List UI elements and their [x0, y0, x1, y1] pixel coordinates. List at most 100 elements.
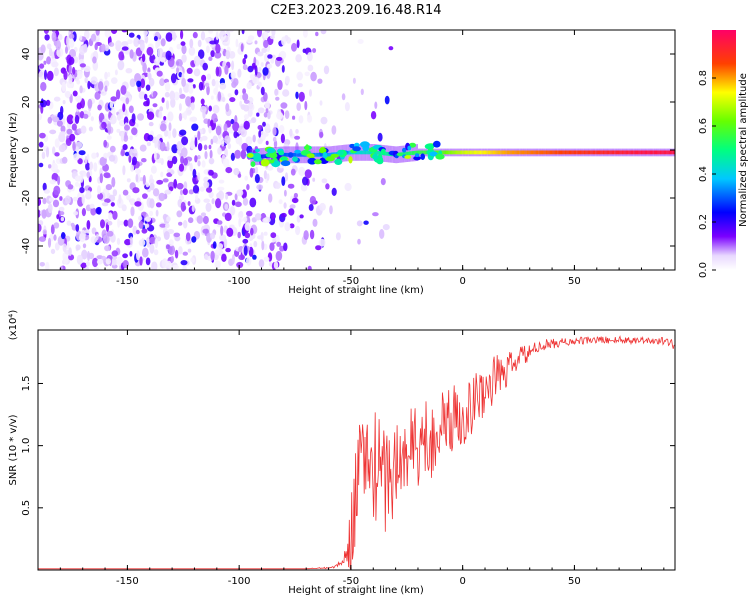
signal-core	[528, 150, 530, 155]
noise-speckle	[87, 98, 93, 109]
noise-speckle	[117, 114, 122, 121]
signal-core	[645, 150, 648, 155]
signal-core	[516, 150, 518, 155]
signal-core	[510, 150, 512, 155]
signal-core	[632, 150, 634, 155]
signal-blob	[292, 156, 298, 162]
noise-speckle	[57, 33, 63, 41]
noise-speckle	[275, 96, 280, 101]
noise-speckle	[307, 64, 314, 72]
signal-blob	[314, 159, 322, 165]
noise-speckle	[290, 168, 296, 176]
noise-speckle	[370, 111, 377, 120]
noise-speckle	[194, 155, 198, 163]
y-tick-label: -20	[21, 190, 32, 206]
noise-speckle	[210, 119, 214, 127]
colorbar-tick-label: 0.8	[698, 70, 709, 86]
signal-core	[623, 150, 625, 155]
noise-speckle	[68, 65, 72, 75]
signal-blob	[380, 148, 386, 155]
noise-speckle	[254, 40, 258, 45]
noise-speckle	[291, 197, 299, 204]
signal-core	[316, 152, 318, 157]
noise-speckle	[43, 30, 49, 34]
noise-speckle	[257, 137, 263, 145]
noise-speckle	[308, 204, 314, 211]
noise-speckle	[302, 30, 308, 38]
noise-speckle	[203, 198, 210, 203]
noise-speckle	[270, 232, 277, 239]
colorbar-tick-label: 0.6	[698, 118, 709, 134]
signal-core	[670, 150, 672, 155]
noise-speckle	[235, 201, 242, 208]
noise-speckle	[107, 220, 113, 226]
noise-speckle	[273, 261, 279, 269]
signal-core	[558, 150, 560, 155]
signal-core	[506, 150, 508, 155]
noise-speckle	[120, 131, 124, 142]
noise-speckle	[135, 229, 140, 235]
noise-speckle	[260, 231, 264, 242]
noise-speckle	[111, 177, 116, 188]
signal-core	[287, 152, 289, 157]
noise-speckle	[315, 31, 319, 37]
noise-speckle	[201, 74, 207, 82]
snr-frame	[37, 329, 676, 571]
noise-speckle	[90, 76, 98, 85]
signal-core	[297, 152, 299, 157]
noise-speckle	[374, 101, 378, 109]
signal-core	[656, 150, 658, 155]
x-tick-label: 0	[459, 276, 465, 287]
noise-speckle	[149, 210, 154, 217]
signal-core	[570, 150, 572, 155]
signal-core	[634, 150, 636, 155]
noise-speckle	[223, 35, 231, 44]
signal-core	[534, 150, 536, 155]
signal-core	[459, 150, 461, 155]
noise-speckle	[128, 32, 135, 38]
noise-speckle	[179, 93, 186, 99]
y-tick-label: -40	[21, 238, 32, 254]
signal-core	[593, 150, 595, 155]
noise-speckle	[75, 224, 80, 232]
noise-speckle	[43, 189, 51, 194]
signal-core	[448, 150, 450, 155]
noise-speckle	[227, 93, 232, 98]
noise-speckle	[97, 192, 104, 200]
signal-blob	[260, 159, 270, 167]
signal-blob	[305, 144, 310, 152]
noise-speckle	[214, 260, 221, 269]
noise-speckle	[154, 139, 158, 149]
noise-speckle	[81, 194, 86, 205]
noise-speckle	[212, 104, 220, 114]
signal-core	[654, 150, 657, 155]
noise-speckle	[68, 247, 72, 257]
noise-speckle	[206, 73, 211, 80]
noise-speckle	[240, 43, 244, 52]
noise-speckle	[47, 203, 53, 214]
noise-speckle	[152, 188, 160, 197]
noise-speckle	[106, 135, 112, 140]
noise-speckle	[149, 236, 157, 244]
noise-speckle	[108, 42, 115, 47]
noise-speckle	[84, 229, 90, 234]
x-tick-label: 50	[568, 576, 581, 587]
noise-speckle	[93, 162, 98, 172]
noise-speckle	[122, 253, 128, 259]
noise-speckle	[178, 103, 182, 112]
noise-speckle	[92, 257, 99, 268]
signal-core	[492, 150, 494, 155]
signal-blob	[280, 160, 291, 167]
signal-core	[669, 150, 671, 155]
y-tick-label: 0	[21, 147, 32, 153]
noise-speckle	[115, 44, 121, 52]
noise-speckle	[188, 217, 194, 224]
signal-blob	[404, 155, 412, 159]
noise-speckle	[89, 203, 95, 209]
noise-speckle	[258, 130, 262, 138]
noise-speckle	[254, 166, 259, 174]
noise-speckle	[189, 162, 193, 172]
noise-speckle	[40, 44, 46, 54]
noise-speckle	[175, 59, 183, 68]
